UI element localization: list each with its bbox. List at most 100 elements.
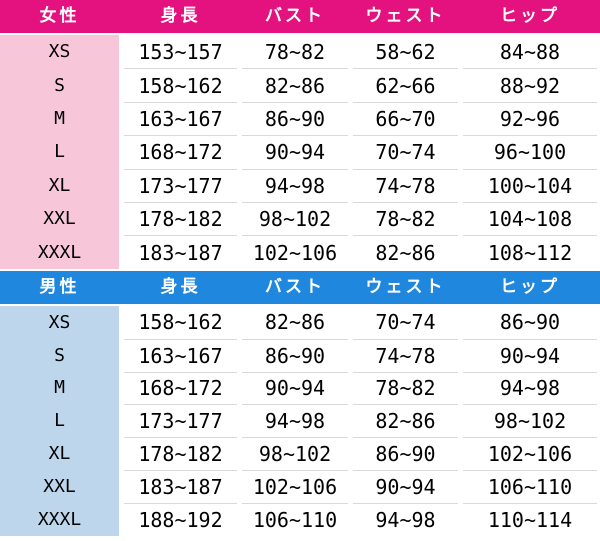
hip-cell: 102~106 bbox=[463, 437, 597, 471]
size-label-cell: XL bbox=[0, 437, 119, 471]
table-row: L 173~177 94~98 82~86 98~102 bbox=[0, 404, 600, 438]
size-label-cell: XXXL bbox=[0, 503, 119, 536]
women-waist-header: ウェスト bbox=[365, 6, 446, 26]
hip-cell: 96~100 bbox=[463, 135, 597, 169]
table-row: XXL 183~187 102~106 90~94 106~110 bbox=[0, 470, 600, 504]
height-cell: 173~177 bbox=[124, 404, 237, 438]
waist-cell: 58~62 bbox=[353, 35, 458, 69]
men-waist-header: ウェスト bbox=[365, 276, 446, 297]
height-cell: 168~172 bbox=[124, 371, 237, 405]
waist-cell: 70~74 bbox=[353, 305, 458, 339]
size-label-cell: XS bbox=[0, 35, 119, 69]
height-cell: 163~167 bbox=[124, 101, 237, 136]
size-label-cell: M bbox=[0, 101, 119, 136]
waist-cell: 86~90 bbox=[353, 437, 458, 471]
men-gender-header: 男性 bbox=[39, 276, 80, 297]
men-bust-header: バスト bbox=[265, 276, 325, 297]
height-cell: 168~172 bbox=[124, 135, 237, 169]
size-label-cell: S bbox=[0, 338, 119, 372]
men-hip-header: ヒップ bbox=[500, 276, 560, 297]
table-row: L 168~172 90~94 70~74 96~100 bbox=[0, 135, 600, 169]
bust-cell: 98~102 bbox=[242, 201, 348, 236]
waist-cell: 70~74 bbox=[353, 135, 458, 169]
women-hip-header: ヒップ bbox=[500, 6, 560, 26]
waist-cell: 78~82 bbox=[353, 371, 458, 405]
hip-cell: 110~114 bbox=[463, 503, 597, 536]
size-label-cell: XS bbox=[0, 305, 119, 339]
hip-cell: 104~108 bbox=[463, 201, 597, 236]
men-height-header: 身長 bbox=[160, 276, 201, 297]
hip-cell: 86~90 bbox=[463, 305, 597, 339]
waist-cell: 78~82 bbox=[353, 201, 458, 236]
table-row: XXL 178~182 98~102 78~82 104~108 bbox=[0, 201, 600, 236]
height-cell: 178~182 bbox=[124, 437, 237, 471]
size-label-cell: S bbox=[0, 68, 119, 102]
hip-cell: 98~102 bbox=[463, 404, 597, 438]
hip-cell: 88~92 bbox=[463, 68, 597, 102]
women-gender-header: 女性 bbox=[39, 6, 80, 26]
women-bust-header: バスト bbox=[265, 6, 325, 26]
height-cell: 158~162 bbox=[124, 305, 237, 339]
bust-cell: 98~102 bbox=[242, 437, 348, 471]
size-label-cell: L bbox=[0, 135, 119, 169]
bust-cell: 86~90 bbox=[242, 101, 348, 136]
table-row: M 163~167 86~90 66~70 92~96 bbox=[0, 101, 600, 136]
bust-cell: 78~82 bbox=[242, 35, 348, 69]
height-cell: 158~162 bbox=[124, 68, 237, 102]
waist-cell: 82~86 bbox=[353, 235, 458, 269]
size-label-cell: M bbox=[0, 371, 119, 405]
size-label-cell: L bbox=[0, 404, 119, 438]
women-section: 女性 身長 バスト ウェスト ヒップ XS 153~157 78~82 58~62 84… bbox=[0, 0, 600, 269]
hip-cell: 108~112 bbox=[463, 235, 597, 269]
size-label-cell: XXXL bbox=[0, 235, 119, 269]
bust-cell: 90~94 bbox=[242, 135, 348, 169]
hip-cell: 84~88 bbox=[463, 35, 597, 69]
bust-cell: 86~90 bbox=[242, 338, 348, 372]
bust-cell: 82~86 bbox=[242, 68, 348, 102]
bust-cell: 82~86 bbox=[242, 305, 348, 339]
waist-cell: 66~70 bbox=[353, 101, 458, 136]
waist-cell: 94~98 bbox=[353, 503, 458, 536]
bust-cell: 90~94 bbox=[242, 371, 348, 405]
height-cell: 178~182 bbox=[124, 201, 237, 236]
size-label-cell: XXL bbox=[0, 470, 119, 504]
waist-cell: 62~66 bbox=[353, 68, 458, 102]
bust-cell: 106~110 bbox=[242, 503, 348, 536]
table-row: XXXL 188~192 106~110 94~98 110~114 bbox=[0, 503, 600, 536]
bust-cell: 102~106 bbox=[242, 235, 348, 269]
waist-cell: 90~94 bbox=[353, 470, 458, 504]
table-row: XS 153~157 78~82 58~62 84~88 bbox=[0, 35, 600, 69]
bust-cell: 94~98 bbox=[242, 404, 348, 438]
hip-cell: 100~104 bbox=[463, 168, 597, 202]
men-header-row: 男性 身長 バスト ウェスト ヒップ bbox=[0, 270, 600, 304]
table-row: S 158~162 82~86 62~66 88~92 bbox=[0, 68, 600, 102]
table-row: XS 158~162 82~86 70~74 86~90 bbox=[0, 305, 600, 339]
waist-cell: 74~78 bbox=[353, 168, 458, 202]
size-label-cell: XL bbox=[0, 168, 119, 202]
table-row: M 168~172 90~94 78~82 94~98 bbox=[0, 371, 600, 405]
height-cell: 173~177 bbox=[124, 168, 237, 202]
height-cell: 163~167 bbox=[124, 338, 237, 372]
height-cell: 188~192 bbox=[124, 503, 237, 536]
hip-cell: 106~110 bbox=[463, 470, 597, 504]
table-row: XXXL 183~187 102~106 82~86 108~112 bbox=[0, 235, 600, 269]
waist-cell: 82~86 bbox=[353, 404, 458, 438]
women-header-row: 女性 身長 バスト ウェスト ヒップ bbox=[0, 0, 600, 33]
waist-cell: 74~78 bbox=[353, 338, 458, 372]
men-rows: XS 158~162 82~86 70~74 86~90 S 163~167 86~90 74~… bbox=[0, 305, 600, 536]
women-rows: XS 153~157 78~82 58~62 84~88 S 158~162 82~86 62~… bbox=[0, 35, 600, 269]
hip-cell: 92~96 bbox=[463, 101, 597, 136]
women-height-header: 身長 bbox=[160, 6, 201, 26]
size-label-cell: XXL bbox=[0, 201, 119, 236]
height-cell: 153~157 bbox=[124, 35, 237, 69]
height-cell: 183~187 bbox=[124, 470, 237, 504]
bust-cell: 102~106 bbox=[242, 470, 348, 504]
hip-cell: 94~98 bbox=[463, 371, 597, 405]
table-row: S 163~167 86~90 74~78 90~94 bbox=[0, 338, 600, 372]
men-section: 男性 身長 バスト ウェスト ヒップ XS 158~162 82~86 70~74 86… bbox=[0, 270, 600, 536]
bust-cell: 94~98 bbox=[242, 168, 348, 202]
table-row: XL 173~177 94~98 74~78 100~104 bbox=[0, 168, 600, 202]
hip-cell: 90~94 bbox=[463, 338, 597, 372]
table-row: XL 178~182 98~102 86~90 102~106 bbox=[0, 437, 600, 471]
